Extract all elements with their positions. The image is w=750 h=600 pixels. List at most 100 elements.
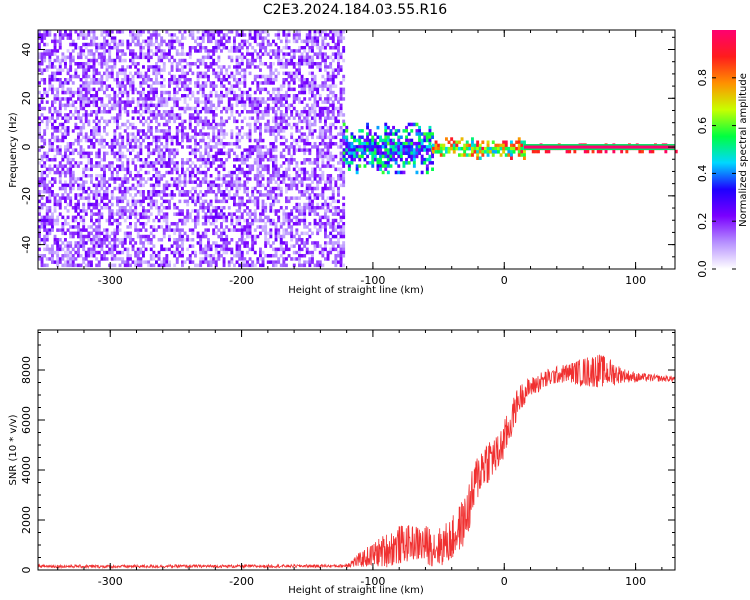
spectrogram-cell bbox=[318, 97, 322, 101]
spectrogram-cell bbox=[134, 225, 138, 229]
spectrogram-cell bbox=[170, 110, 174, 114]
spectrogram-cell bbox=[160, 190, 164, 194]
spectrogram-cell bbox=[194, 145, 197, 149]
spectrogram-cell bbox=[389, 148, 393, 152]
spectrogram-cell bbox=[139, 148, 143, 152]
spectrogram-cell bbox=[103, 170, 106, 175]
spectrogram-cell bbox=[274, 193, 278, 197]
spectrogram-cell bbox=[305, 113, 309, 117]
spectrogram-cell bbox=[212, 138, 216, 143]
spectrogram-cell bbox=[243, 71, 247, 76]
spectrogram-cell bbox=[261, 100, 265, 104]
spectrogram-cell bbox=[113, 154, 117, 159]
spectrogram-cell bbox=[248, 212, 252, 216]
spectrogram-cell bbox=[53, 250, 57, 255]
spectrogram-cell bbox=[40, 206, 44, 210]
spectrogram-cell bbox=[308, 36, 312, 40]
spectrogram-cell bbox=[313, 122, 317, 127]
spectrogram-cell bbox=[316, 154, 320, 159]
spectrogram-cell bbox=[238, 145, 242, 149]
spectrogram-cell bbox=[97, 129, 101, 133]
spectrogram-cell bbox=[246, 49, 249, 53]
spectrogram-cell bbox=[313, 177, 317, 181]
spectrogram-cell bbox=[220, 151, 223, 156]
spectrogram-cell bbox=[186, 193, 190, 197]
spectrogram-cell bbox=[45, 52, 49, 56]
spectrogram-cell bbox=[136, 151, 140, 156]
spectrogram-cell bbox=[355, 145, 359, 149]
spectrogram-cell bbox=[92, 100, 96, 104]
spectrogram-cell bbox=[45, 158, 49, 162]
spectrogram-cell bbox=[175, 36, 179, 40]
spectrogram-cell bbox=[191, 148, 195, 152]
spectrogram-cell bbox=[277, 193, 281, 197]
spectrogram-cell bbox=[311, 103, 314, 108]
spectrogram-cell bbox=[269, 231, 273, 236]
spectrogram-cell bbox=[105, 250, 109, 255]
spectrogram-cell bbox=[149, 119, 153, 124]
spectrogram-cell bbox=[386, 141, 390, 146]
spectrogram-cell bbox=[264, 206, 268, 210]
spectrogram-cell bbox=[126, 199, 130, 204]
spectrogram-cell bbox=[285, 199, 288, 204]
spectrogram-cell bbox=[240, 74, 244, 79]
spectrogram-cell bbox=[121, 199, 125, 204]
spectrogram-cell bbox=[269, 62, 273, 66]
spectrogram-cell bbox=[53, 129, 57, 133]
spectrogram-cell bbox=[311, 135, 314, 140]
spectrogram-cell bbox=[121, 78, 125, 82]
spectrogram-cell bbox=[217, 129, 221, 133]
spectrogram-cell bbox=[204, 254, 208, 258]
spectrogram-cell bbox=[251, 164, 255, 168]
spectrogram-cell bbox=[287, 164, 291, 168]
spectrogram-cell bbox=[175, 148, 179, 152]
spectrogram-cell bbox=[58, 106, 62, 111]
spectrogram-cell bbox=[321, 161, 325, 165]
spectrogram-cell bbox=[118, 263, 122, 268]
spectrogram-cell bbox=[181, 238, 184, 242]
spectrogram-cell bbox=[266, 158, 270, 162]
spectrogram-cell bbox=[191, 129, 195, 133]
spectrogram-cell bbox=[162, 199, 166, 204]
spectrogram-cell bbox=[256, 138, 260, 143]
spectrogram-cell bbox=[152, 135, 156, 140]
spectrogram-cell bbox=[212, 68, 216, 72]
spectrogram-cell bbox=[331, 36, 335, 40]
spectrogram-cell bbox=[305, 206, 309, 210]
spectrogram-cell bbox=[379, 154, 382, 159]
spectrogram-cell bbox=[292, 100, 296, 104]
spectrogram-cell bbox=[285, 58, 288, 63]
spectrogram-cell bbox=[134, 174, 138, 178]
spectrogram-cell bbox=[97, 215, 101, 220]
spectrogram-cell bbox=[324, 225, 327, 229]
spectrogram-cell bbox=[162, 158, 166, 162]
spectrogram-cell bbox=[243, 186, 247, 191]
spectrogram-cell bbox=[305, 177, 309, 181]
spectrogram-cell bbox=[61, 154, 65, 159]
spectrogram-cell bbox=[225, 241, 229, 245]
spectrogram-cell bbox=[157, 65, 161, 69]
spectrogram-cell bbox=[342, 215, 346, 220]
spectrogram-cell bbox=[371, 145, 375, 149]
spectrogram-cell bbox=[56, 241, 60, 245]
spectrogram-cell bbox=[201, 170, 205, 175]
spectrogram-cell bbox=[290, 234, 294, 239]
spectrogram-cell bbox=[321, 250, 325, 255]
spectrogram-cell bbox=[92, 250, 96, 255]
spectrogram-cell bbox=[342, 129, 346, 133]
spectrogram-cell bbox=[168, 260, 171, 264]
spectrogram-cell bbox=[256, 97, 260, 101]
spectrogram-cell bbox=[225, 94, 229, 98]
spectrogram-cell bbox=[235, 177, 239, 181]
spectrogram-cell bbox=[308, 110, 312, 114]
spectrogram-cell bbox=[170, 142, 174, 146]
spectrogram-cell bbox=[84, 119, 88, 124]
spectrogram-cell bbox=[269, 190, 273, 194]
spectrogram-cell bbox=[269, 222, 273, 226]
spectrogram-cell bbox=[331, 39, 335, 44]
spectrogram-cell bbox=[178, 113, 182, 117]
spectrogram-cell bbox=[56, 87, 60, 92]
spectrogram-cell bbox=[274, 238, 278, 242]
spectrogram-cell bbox=[222, 228, 226, 232]
spectrogram-cell bbox=[168, 183, 171, 188]
